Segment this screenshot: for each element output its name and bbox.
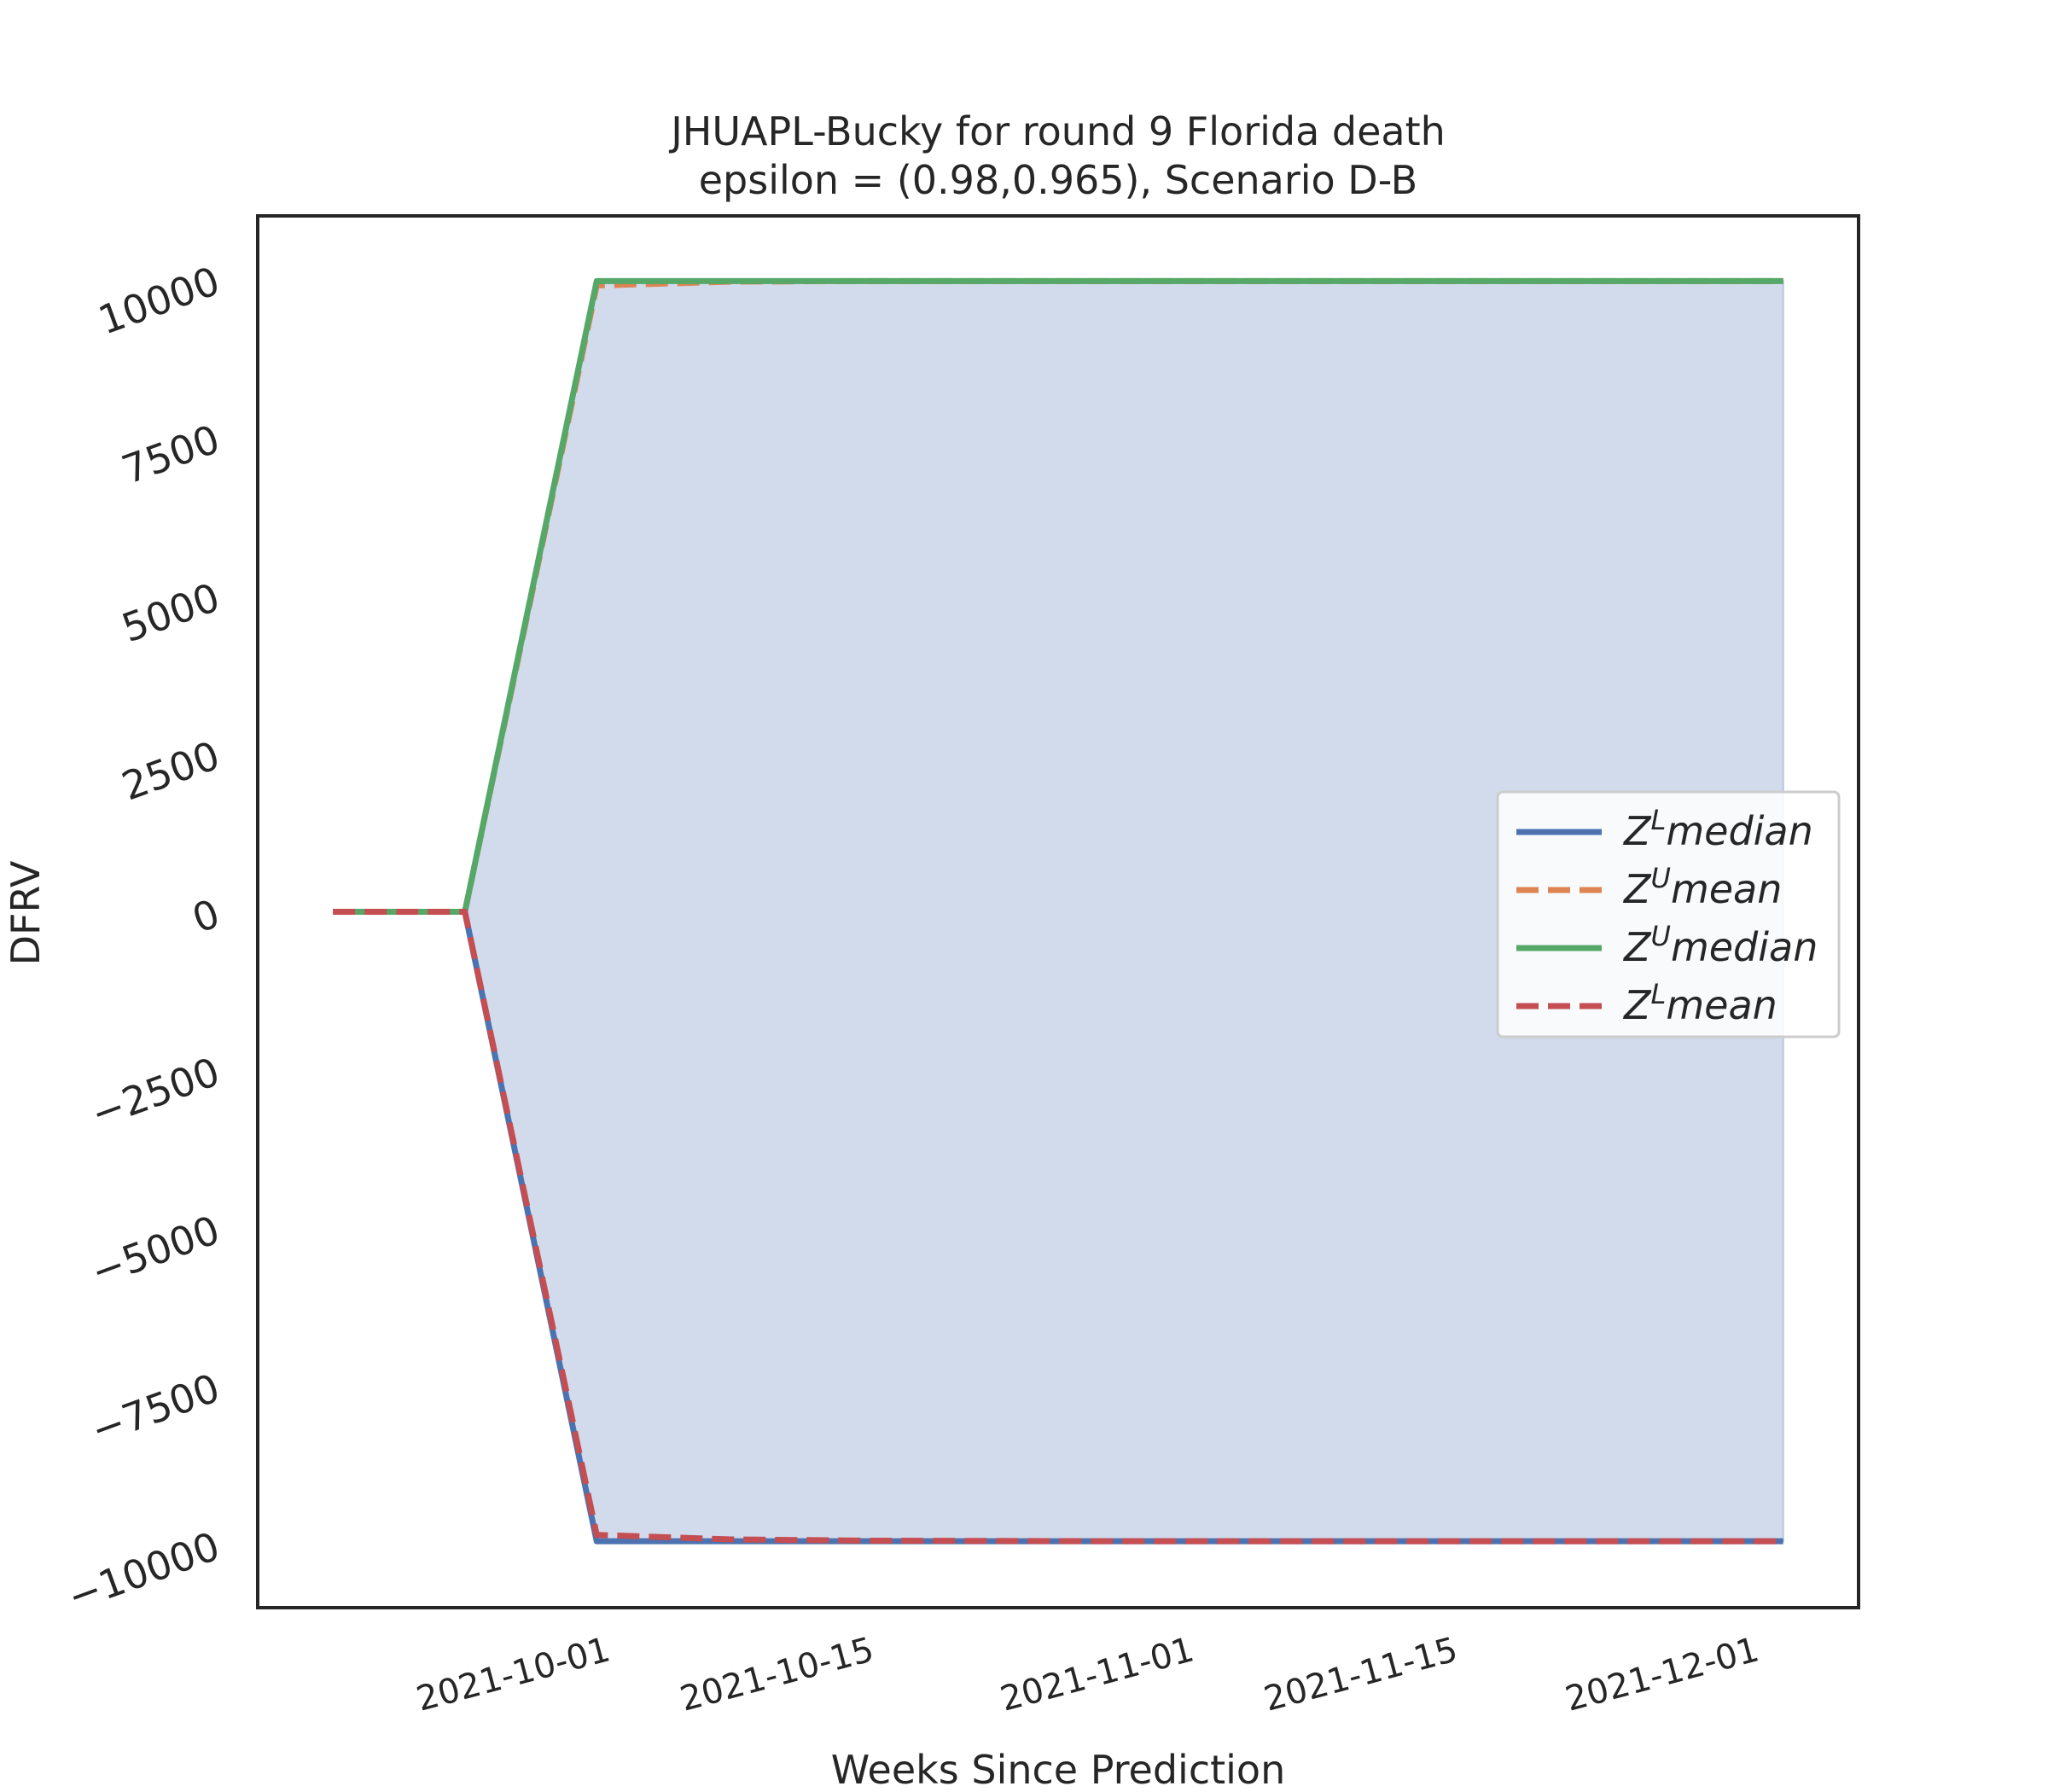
legend-label: ZLmean	[1622, 978, 1777, 1028]
chart-subtitle: epsilon = (0.98,0.965), Scenario D-B	[699, 157, 1418, 203]
legend-label-base: Z	[1622, 924, 1652, 970]
plot-frame	[256, 214, 1860, 1609]
series-line-u-median	[333, 277, 1783, 915]
legend-box	[1496, 790, 1841, 1039]
legend-label: ZUmean	[1622, 862, 1782, 912]
legend-label-sup: U	[1651, 862, 1671, 894]
x-axis-label: Weeks Since Prediction	[831, 1747, 1285, 1792]
legend-label: ZLmedian	[1622, 804, 1813, 854]
legend-label-rest: median	[1671, 924, 1818, 970]
legend-label-base: Z	[1622, 808, 1652, 854]
chart-title: JHUAPL-Bucky for round 9 Florida death	[668, 108, 1446, 154]
legend-label-base: Z	[1622, 982, 1652, 1028]
legend-label-sup: L	[1651, 978, 1667, 1010]
plot-area: 100007500500025000−2500−5000−7500−100002…	[61, 214, 1860, 1719]
legend-label-rest: median	[1666, 808, 1812, 854]
legend-label: ZUmedian	[1622, 920, 1818, 970]
legend-label-rest: mean	[1671, 866, 1782, 912]
series-line-l-mean	[333, 909, 1783, 1545]
legend-label-base: Z	[1622, 866, 1652, 912]
legend-label-sup: L	[1651, 804, 1667, 836]
legend-label-rest: mean	[1666, 982, 1777, 1028]
legend-label-sup: U	[1651, 920, 1671, 952]
y-axis-label: DFRV	[3, 860, 49, 965]
